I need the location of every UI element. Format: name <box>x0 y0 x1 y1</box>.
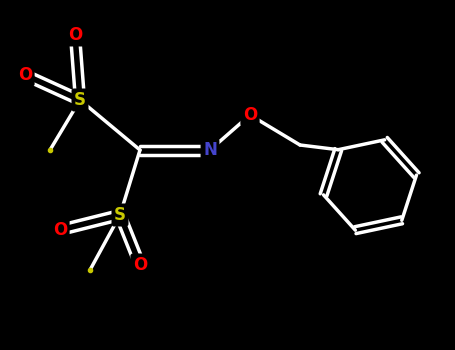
Text: S: S <box>74 91 86 109</box>
Text: N: N <box>203 141 217 159</box>
Text: O: O <box>18 66 32 84</box>
Text: S: S <box>114 206 126 224</box>
Text: O: O <box>53 221 67 239</box>
Text: O: O <box>243 106 257 124</box>
Text: O: O <box>133 256 147 274</box>
Text: O: O <box>68 26 82 44</box>
